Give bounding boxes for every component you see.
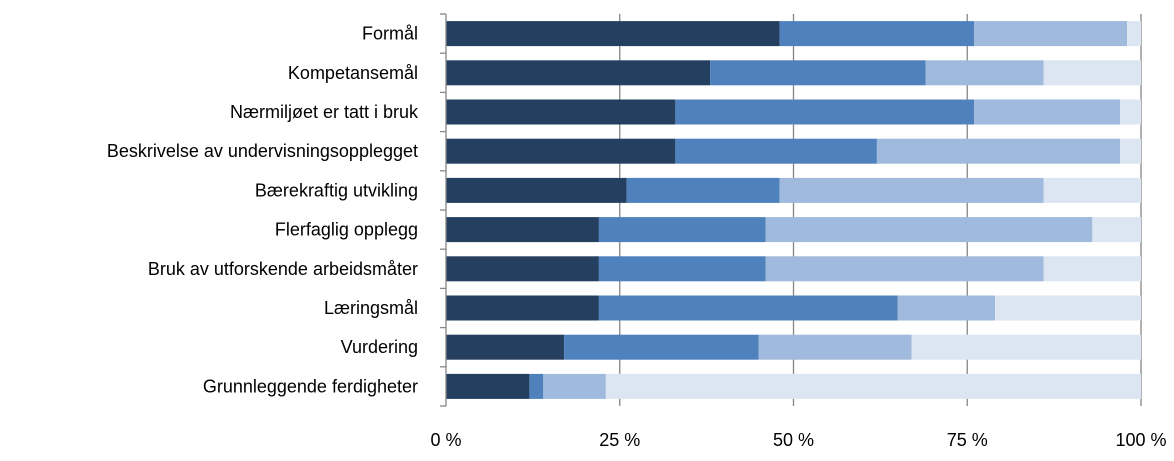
- bar-segment: [1127, 21, 1141, 47]
- bar-segment: [758, 334, 912, 360]
- bar-segment: [446, 60, 711, 86]
- bar-segment: [598, 256, 766, 282]
- x-tick-label: 75 %: [947, 430, 988, 450]
- x-tick-label: 50 %: [773, 430, 814, 450]
- category-label: Formål: [362, 24, 418, 44]
- category-label: Vurdering: [341, 337, 418, 357]
- bar-segment: [765, 256, 1044, 282]
- bar-segment: [995, 295, 1141, 321]
- bar-segment: [925, 60, 1044, 86]
- bar-segment: [626, 177, 780, 203]
- bar-segment: [1092, 217, 1141, 243]
- bar-segment: [1120, 138, 1141, 164]
- category-label: Bærekraftig utvikling: [255, 180, 418, 200]
- bar-segment: [876, 138, 1121, 164]
- bar-segment: [446, 217, 599, 243]
- bar-segment: [897, 295, 996, 321]
- bar-segment: [911, 334, 1141, 360]
- bar-segment: [710, 60, 926, 86]
- bars: [446, 21, 1141, 399]
- bar-segment: [765, 217, 1093, 243]
- category-label: Læringsmål: [324, 298, 418, 318]
- x-tick-label: 0 %: [430, 430, 461, 450]
- category-label: Nærmiljøet er tatt i bruk: [230, 102, 419, 122]
- bar-segment: [1043, 177, 1141, 203]
- bar-segment: [974, 21, 1128, 47]
- bar-segment: [446, 99, 676, 125]
- bar-segment: [598, 295, 898, 321]
- bar-segment: [446, 21, 780, 47]
- bar-segment: [779, 177, 1044, 203]
- bar-segment: [543, 373, 606, 399]
- bar-segment: [605, 373, 1141, 399]
- bar-segment: [446, 334, 565, 360]
- y-axis: [440, 13, 447, 407]
- bar-segment: [675, 99, 975, 125]
- x-tick-label: 100 %: [1115, 430, 1166, 450]
- bar-segment: [564, 334, 759, 360]
- category-labels: Formål Kompetansemål Nærmiljøet er tatt i …: [107, 24, 419, 397]
- bar-segment: [1120, 99, 1141, 125]
- category-label: Flerfaglig opplegg: [275, 220, 418, 240]
- category-label: Kompetansemål: [288, 63, 418, 83]
- bar-segment: [446, 177, 627, 203]
- bar-segment: [1043, 256, 1141, 282]
- bar-segment: [446, 256, 599, 282]
- bar-segment: [446, 373, 530, 399]
- bar-segment: [598, 217, 766, 243]
- bar-segment: [446, 295, 599, 321]
- bar-segment: [675, 138, 877, 164]
- x-tick-labels: 0 % 25 % 50 % 75 % 100 %: [430, 430, 1166, 450]
- bar-segment: [529, 373, 544, 399]
- category-label: Beskrivelse av undervisningsopplegget: [107, 141, 418, 161]
- bar-segment: [779, 21, 975, 47]
- bar-segment: [446, 138, 676, 164]
- category-label: Grunnleggende ferdigheter: [203, 376, 418, 396]
- bar-segment: [974, 99, 1121, 125]
- bar-segment: [1043, 60, 1141, 86]
- category-label: Bruk av utforskende arbeidsmåter: [148, 259, 418, 279]
- x-tick-label: 25 %: [599, 430, 640, 450]
